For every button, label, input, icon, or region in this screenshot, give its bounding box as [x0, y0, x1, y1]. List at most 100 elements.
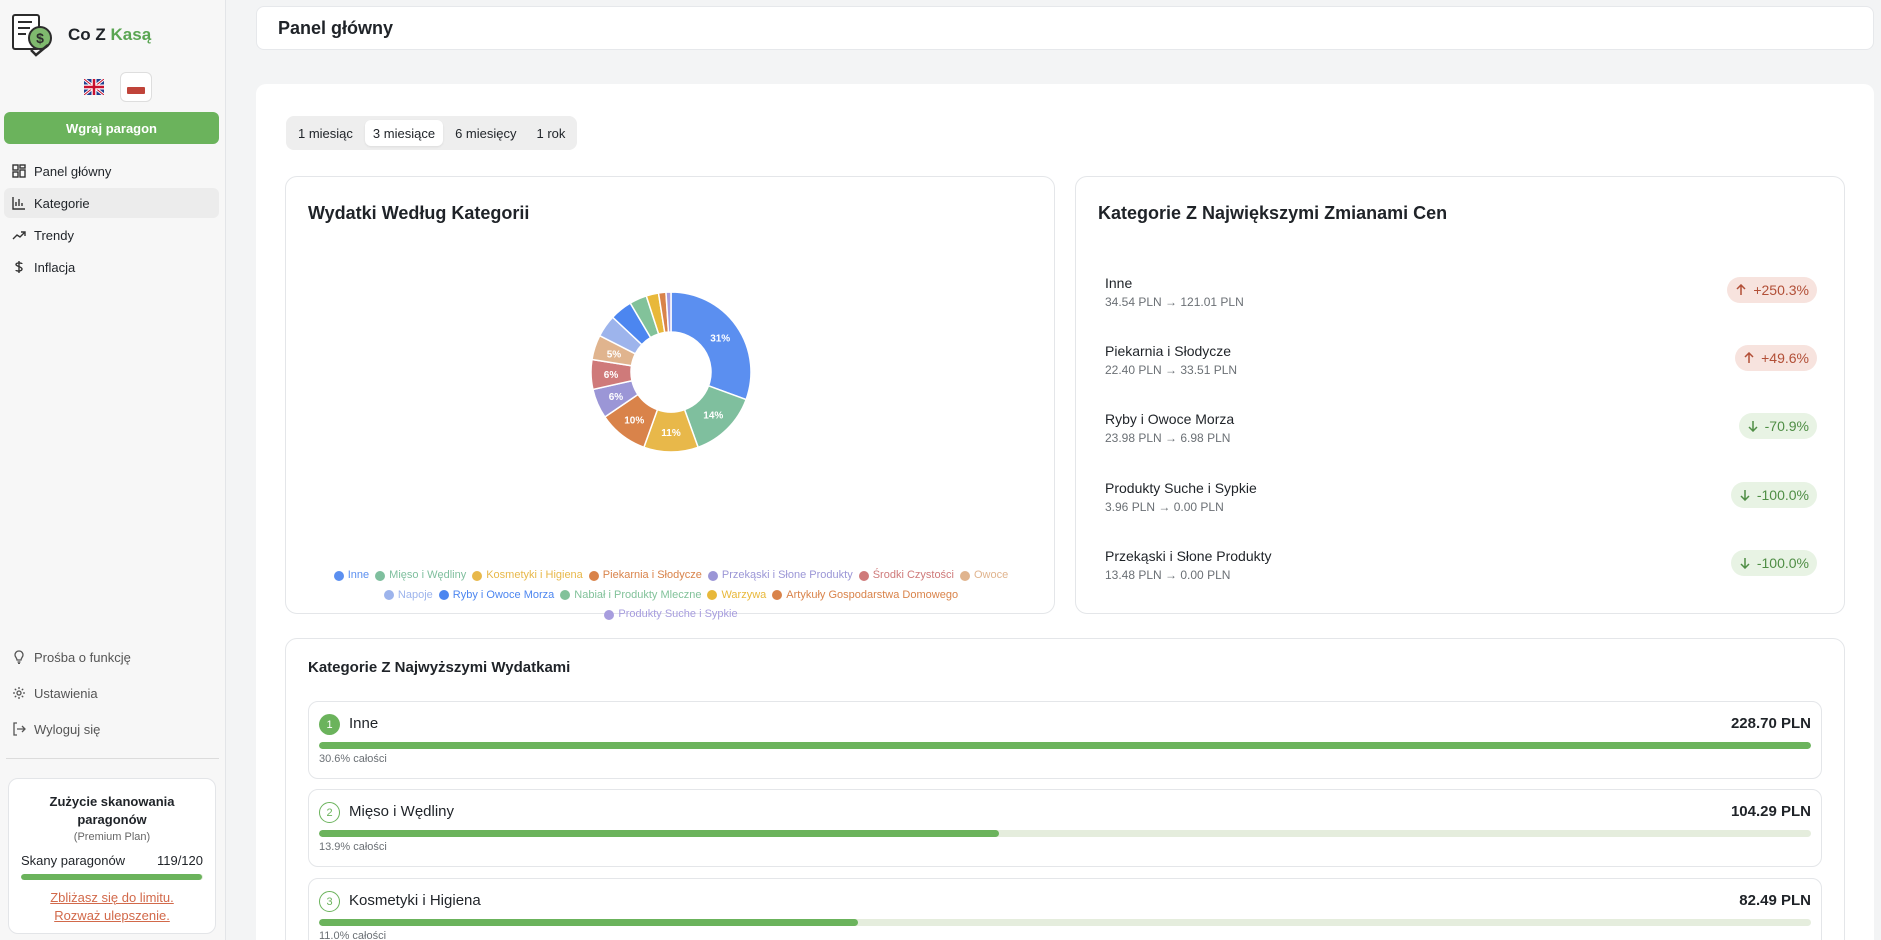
- sidebar-divider: [6, 758, 219, 759]
- legend-item-6[interactable]: Owoce: [960, 567, 1008, 584]
- donut-slice-0[interactable]: [670, 291, 752, 401]
- page-title: Panel główny: [278, 17, 394, 38]
- rank-share: 11.0% całości: [319, 930, 387, 940]
- main-content: 1 miesiąc 3 miesiące 6 miesięcy 1 rok Wy…: [256, 84, 1874, 940]
- period-6-months[interactable]: 6 miesięcy: [455, 125, 517, 141]
- legend-item-10[interactable]: Warzywa: [707, 587, 766, 604]
- upload-receipt-button[interactable]: Wgraj paragon: [4, 112, 219, 144]
- top-spending-row[interactable]: 1 Inne 228.70 PLN 30.6% całości: [308, 701, 1822, 779]
- logout-label: Wyloguj się: [34, 721, 101, 737]
- legend-swatch: [772, 590, 783, 600]
- arrow-up-icon: [1744, 352, 1754, 363]
- top-spending-title: Kategorie Z Najwyższymi Wydatkami: [308, 659, 571, 676]
- legend-swatch: [333, 570, 344, 581]
- category-donut-chart[interactable]: 31% 14% 11% 10% 6% 6% 5%: [586, 287, 756, 457]
- legend-label: Produkty Suche i Sypkie: [618, 608, 738, 620]
- top-spending-card: Kategorie Z Najwyższymi Wydatkami 1 Inne…: [285, 638, 1845, 940]
- legend-item-1[interactable]: Mięso i Wędliny: [375, 567, 466, 584]
- period-selector: 1 miesiąc 3 miesiące 6 miesięcy 1 rok: [286, 116, 578, 150]
- usage-progress-fill: [21, 874, 202, 880]
- sidebar-item-inflation[interactable]: Inflacja: [4, 252, 219, 282]
- rank-progress-fill: [319, 742, 1811, 749]
- language-en-button[interactable]: [78, 72, 110, 102]
- legend-label: Kosmetyki i Higiena: [486, 569, 583, 581]
- price-change-detail: 34.54 PLN → 121.01 PLN: [1105, 295, 1244, 309]
- usage-count: 119/120: [156, 853, 203, 868]
- legend-label: Artykuły Gospodarstwa Domowego: [786, 588, 959, 601]
- price-changes-title: Kategorie Z Największymi Zmianami Cen: [1098, 203, 1448, 223]
- legend-swatch: [858, 570, 869, 581]
- rank-share: 13.9% całości: [319, 841, 387, 853]
- feature-request-link[interactable]: Prośba o funkcję: [4, 642, 219, 672]
- rank-progress-bar: [319, 742, 1811, 749]
- upgrade-link[interactable]: Zbliżasz się do limitu. Rozważ ulepszeni…: [21, 889, 203, 925]
- brand-name: Co Z Kasą: [68, 25, 151, 45]
- uk-flag-icon: [84, 79, 104, 95]
- top-spending-row[interactable]: 2 Mięso i Wędliny 104.29 PLN 13.9% całoś…: [308, 789, 1822, 867]
- legend-label: Nabiał i Produkty Mleczne: [574, 588, 702, 601]
- arrow-down-icon: [1748, 421, 1758, 432]
- legend-item-9[interactable]: Nabiał i Produkty Mleczne: [560, 587, 701, 604]
- logout-link[interactable]: Wyloguj się: [4, 714, 219, 744]
- chart-title: Wydatki Według Kategorii: [308, 203, 530, 223]
- legend-label: Mięso i Wędliny: [389, 569, 467, 581]
- arrow-down-icon: [1740, 558, 1750, 569]
- period-1-month[interactable]: 1 miesiąc: [298, 125, 353, 141]
- sidebar-item-label: Trendy: [34, 227, 74, 243]
- donut-slice-12[interactable]: [665, 291, 672, 333]
- price-change-row: Piekarnia i Słodycze 22.40 PLN → 33.51 P…: [1105, 343, 1817, 393]
- sidebar-item-label: Inflacja: [34, 259, 76, 275]
- sidebar-item-categories[interactable]: Kategorie: [4, 188, 219, 218]
- legend-item-5[interactable]: Środki Czystości: [858, 567, 954, 584]
- price-change-value: +250.3%: [1753, 282, 1809, 298]
- legend-label: Owoce: [974, 569, 1009, 581]
- price-change-detail: 22.40 PLN → 33.51 PLN: [1105, 363, 1238, 377]
- legend-item-12[interactable]: Produkty Suche i Sypkie: [604, 606, 738, 623]
- price-change-badge: -100.0%: [1730, 550, 1817, 576]
- legend-item-7[interactable]: Napoje: [383, 587, 433, 604]
- legend-item-2[interactable]: Kosmetyki i Higiena: [472, 567, 583, 584]
- price-changes-card: Kategorie Z Największymi Zmianami Cen In…: [1075, 176, 1845, 614]
- top-spending-row[interactable]: 3 Kosmetyki i Higiena 82.49 PLN 11.0% ca…: [308, 878, 1822, 940]
- rank-share: 30.6% całości: [319, 753, 387, 765]
- sidebar-item-label: Panel główny: [34, 163, 112, 179]
- legend-item-4[interactable]: Przekąski i Słone Produkty: [707, 567, 853, 584]
- legend-item-0[interactable]: Inne: [333, 567, 369, 584]
- legend-label: Środki Czystości: [872, 569, 954, 581]
- period-1-year[interactable]: 1 rok: [536, 125, 566, 141]
- svg-text:$: $: [36, 30, 44, 46]
- arrow-down-icon: [1740, 490, 1750, 501]
- language-switcher: [78, 72, 152, 102]
- upgrade-link-line1: Zbliżasz się do limitu.: [50, 890, 174, 905]
- rank-badge: 1: [319, 714, 340, 735]
- legend-item-11[interactable]: Artykuły Gospodarstwa Domowego: [772, 587, 958, 604]
- scan-usage-card: Zużycie skanowania paragonów (Premium Pl…: [8, 778, 216, 934]
- sidebar-item-dashboard[interactable]: Panel główny: [4, 156, 219, 186]
- sidebar-item-trends[interactable]: Trendy: [4, 220, 219, 250]
- legend-item-8[interactable]: Ryby i Owoce Morza: [438, 587, 554, 604]
- dashboard-icon: [12, 164, 26, 178]
- language-pl-button[interactable]: [120, 72, 152, 102]
- rank-progress-bar: [319, 830, 1811, 837]
- brand[interactable]: $ Co Z Kasą: [10, 12, 151, 58]
- lightbulb-icon: [14, 650, 24, 664]
- rank-badge: 2: [319, 802, 340, 823]
- legend-swatch: [383, 590, 394, 600]
- legend-label: Przekąski i Słone Produkty: [721, 569, 853, 581]
- chart-legend: Inne Mięso i Wędliny Kosmetyki i Higiena Pi…: [326, 567, 1016, 626]
- settings-link[interactable]: Ustawienia: [4, 678, 219, 708]
- legend-item-3[interactable]: Piekarnia i Słodycze: [588, 567, 702, 584]
- receipt-logo-icon: $: [12, 14, 52, 57]
- period-3-months[interactable]: 3 miesiące: [364, 120, 444, 146]
- rank-progress-fill: [319, 830, 1000, 837]
- price-change-detail: 23.98 PLN → 6.98 PLN: [1105, 431, 1231, 445]
- legend-swatch: [604, 609, 615, 620]
- price-change-badge: +250.3%: [1727, 277, 1817, 303]
- pl-flag-icon: [127, 80, 145, 94]
- price-change-name: Inne: [1105, 275, 1133, 291]
- price-change-detail: 3.96 PLN → 0.00 PLN: [1105, 500, 1224, 514]
- donut-data-label-5: 6%: [604, 370, 619, 381]
- rank-category-name: Inne: [349, 715, 379, 732]
- brand-name-accent: Kasą: [110, 25, 152, 44]
- spending-by-category-card: Wydatki Według Kategorii 31% 14% 11% 10% 6% 6…: [285, 176, 1055, 620]
